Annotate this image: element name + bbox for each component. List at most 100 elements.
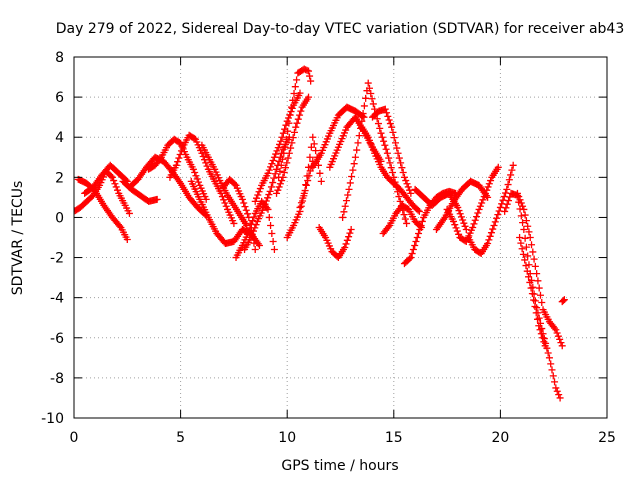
- data-point: [339, 213, 347, 221]
- data-point: [516, 234, 524, 241]
- data-point: [348, 173, 356, 181]
- data-point: [280, 169, 288, 177]
- data-point: [392, 139, 400, 147]
- data-point: [355, 132, 363, 140]
- data-point: [384, 223, 392, 231]
- data-point: [523, 267, 531, 275]
- data-point: [556, 394, 564, 402]
- data-point: [354, 139, 362, 147]
- data-point: [476, 202, 484, 210]
- data-point: [504, 181, 512, 189]
- data-point: [502, 204, 510, 212]
- data-point: [191, 169, 199, 177]
- data-point: [285, 149, 293, 157]
- data-point: [107, 172, 115, 180]
- data-point: [528, 241, 536, 249]
- data-point: [409, 246, 417, 254]
- data-point: [403, 219, 411, 227]
- data-point: [265, 166, 273, 174]
- data-point: [389, 128, 397, 136]
- data-point: [383, 149, 391, 157]
- data-point: [252, 221, 260, 229]
- data-point: [454, 203, 462, 211]
- data-point: [521, 256, 529, 264]
- data-point: [358, 117, 366, 125]
- series-sat-track-15: [273, 93, 313, 197]
- data-point: [274, 144, 282, 152]
- data-point: [406, 255, 414, 263]
- data-point: [513, 189, 521, 197]
- data-point: [394, 149, 402, 157]
- data-point: [283, 159, 291, 167]
- data-point: [343, 236, 351, 244]
- data-point: [341, 202, 349, 210]
- data-point: [112, 183, 120, 191]
- series-sat-track-28: [443, 163, 502, 246]
- data-point: [303, 172, 311, 180]
- data-point: [393, 144, 401, 152]
- data-point: [281, 143, 289, 151]
- data-point: [265, 213, 273, 221]
- data-point: [455, 230, 463, 238]
- data-point: [270, 246, 278, 254]
- y-tick-label: 2: [55, 170, 64, 186]
- data-point: [276, 180, 284, 188]
- data-point: [351, 153, 359, 161]
- data-point: [249, 217, 257, 225]
- data-point: [415, 229, 423, 237]
- y-tick-label: 8: [55, 50, 64, 66]
- data-point: [407, 189, 415, 197]
- data-point: [274, 186, 282, 194]
- data-point: [177, 147, 185, 155]
- data-point: [287, 144, 295, 152]
- data-point: [544, 349, 552, 357]
- data-point: [364, 133, 372, 141]
- axis-ticks: 0 5 10 15 20 25 -10 -8 -6 -4 -2 0 2 4 6 8: [41, 50, 616, 446]
- series-sat-track-08: [187, 177, 263, 250]
- series-sat-track-01: [74, 167, 133, 217]
- data-point: [303, 66, 311, 74]
- data-point: [349, 166, 357, 174]
- data-point: [382, 145, 390, 153]
- data-point: [459, 216, 467, 224]
- series-sat-track-05: [145, 135, 210, 203]
- y-tick-label: -6: [50, 331, 64, 347]
- data-point: [535, 322, 543, 330]
- data-point: [470, 220, 478, 228]
- data-point: [300, 189, 308, 197]
- y-tick-label: -10: [41, 411, 64, 427]
- data-point: [486, 232, 494, 240]
- data-point: [276, 140, 284, 148]
- x-tick-label: 15: [385, 430, 403, 446]
- data-point: [402, 177, 410, 185]
- data-point: [244, 210, 252, 218]
- data-point: [554, 332, 562, 340]
- data-point: [288, 139, 296, 147]
- data-point: [485, 180, 493, 188]
- data-point: [387, 164, 395, 172]
- data-point: [252, 194, 260, 202]
- data-point: [195, 178, 203, 186]
- data-point: [480, 193, 488, 201]
- data-point: [262, 197, 270, 205]
- data-point: [264, 194, 272, 202]
- data-point: [360, 102, 368, 110]
- data-point: [270, 153, 278, 161]
- x-tick-label: 25: [598, 430, 616, 446]
- data-point: [389, 169, 397, 177]
- data-point: [116, 222, 124, 230]
- data-point: [347, 225, 355, 233]
- data-point: [545, 354, 553, 362]
- data-point: [471, 216, 479, 224]
- data-point: [526, 278, 534, 286]
- data-point: [475, 205, 483, 213]
- data-point: [108, 173, 116, 181]
- data-point: [549, 372, 557, 380]
- data-point: [541, 342, 549, 350]
- data-point: [192, 172, 200, 180]
- data-point: [312, 147, 320, 155]
- data-point: [508, 166, 516, 174]
- series-sat-track-23: [368, 105, 415, 197]
- data-point: [288, 104, 296, 112]
- data-point: [156, 155, 164, 163]
